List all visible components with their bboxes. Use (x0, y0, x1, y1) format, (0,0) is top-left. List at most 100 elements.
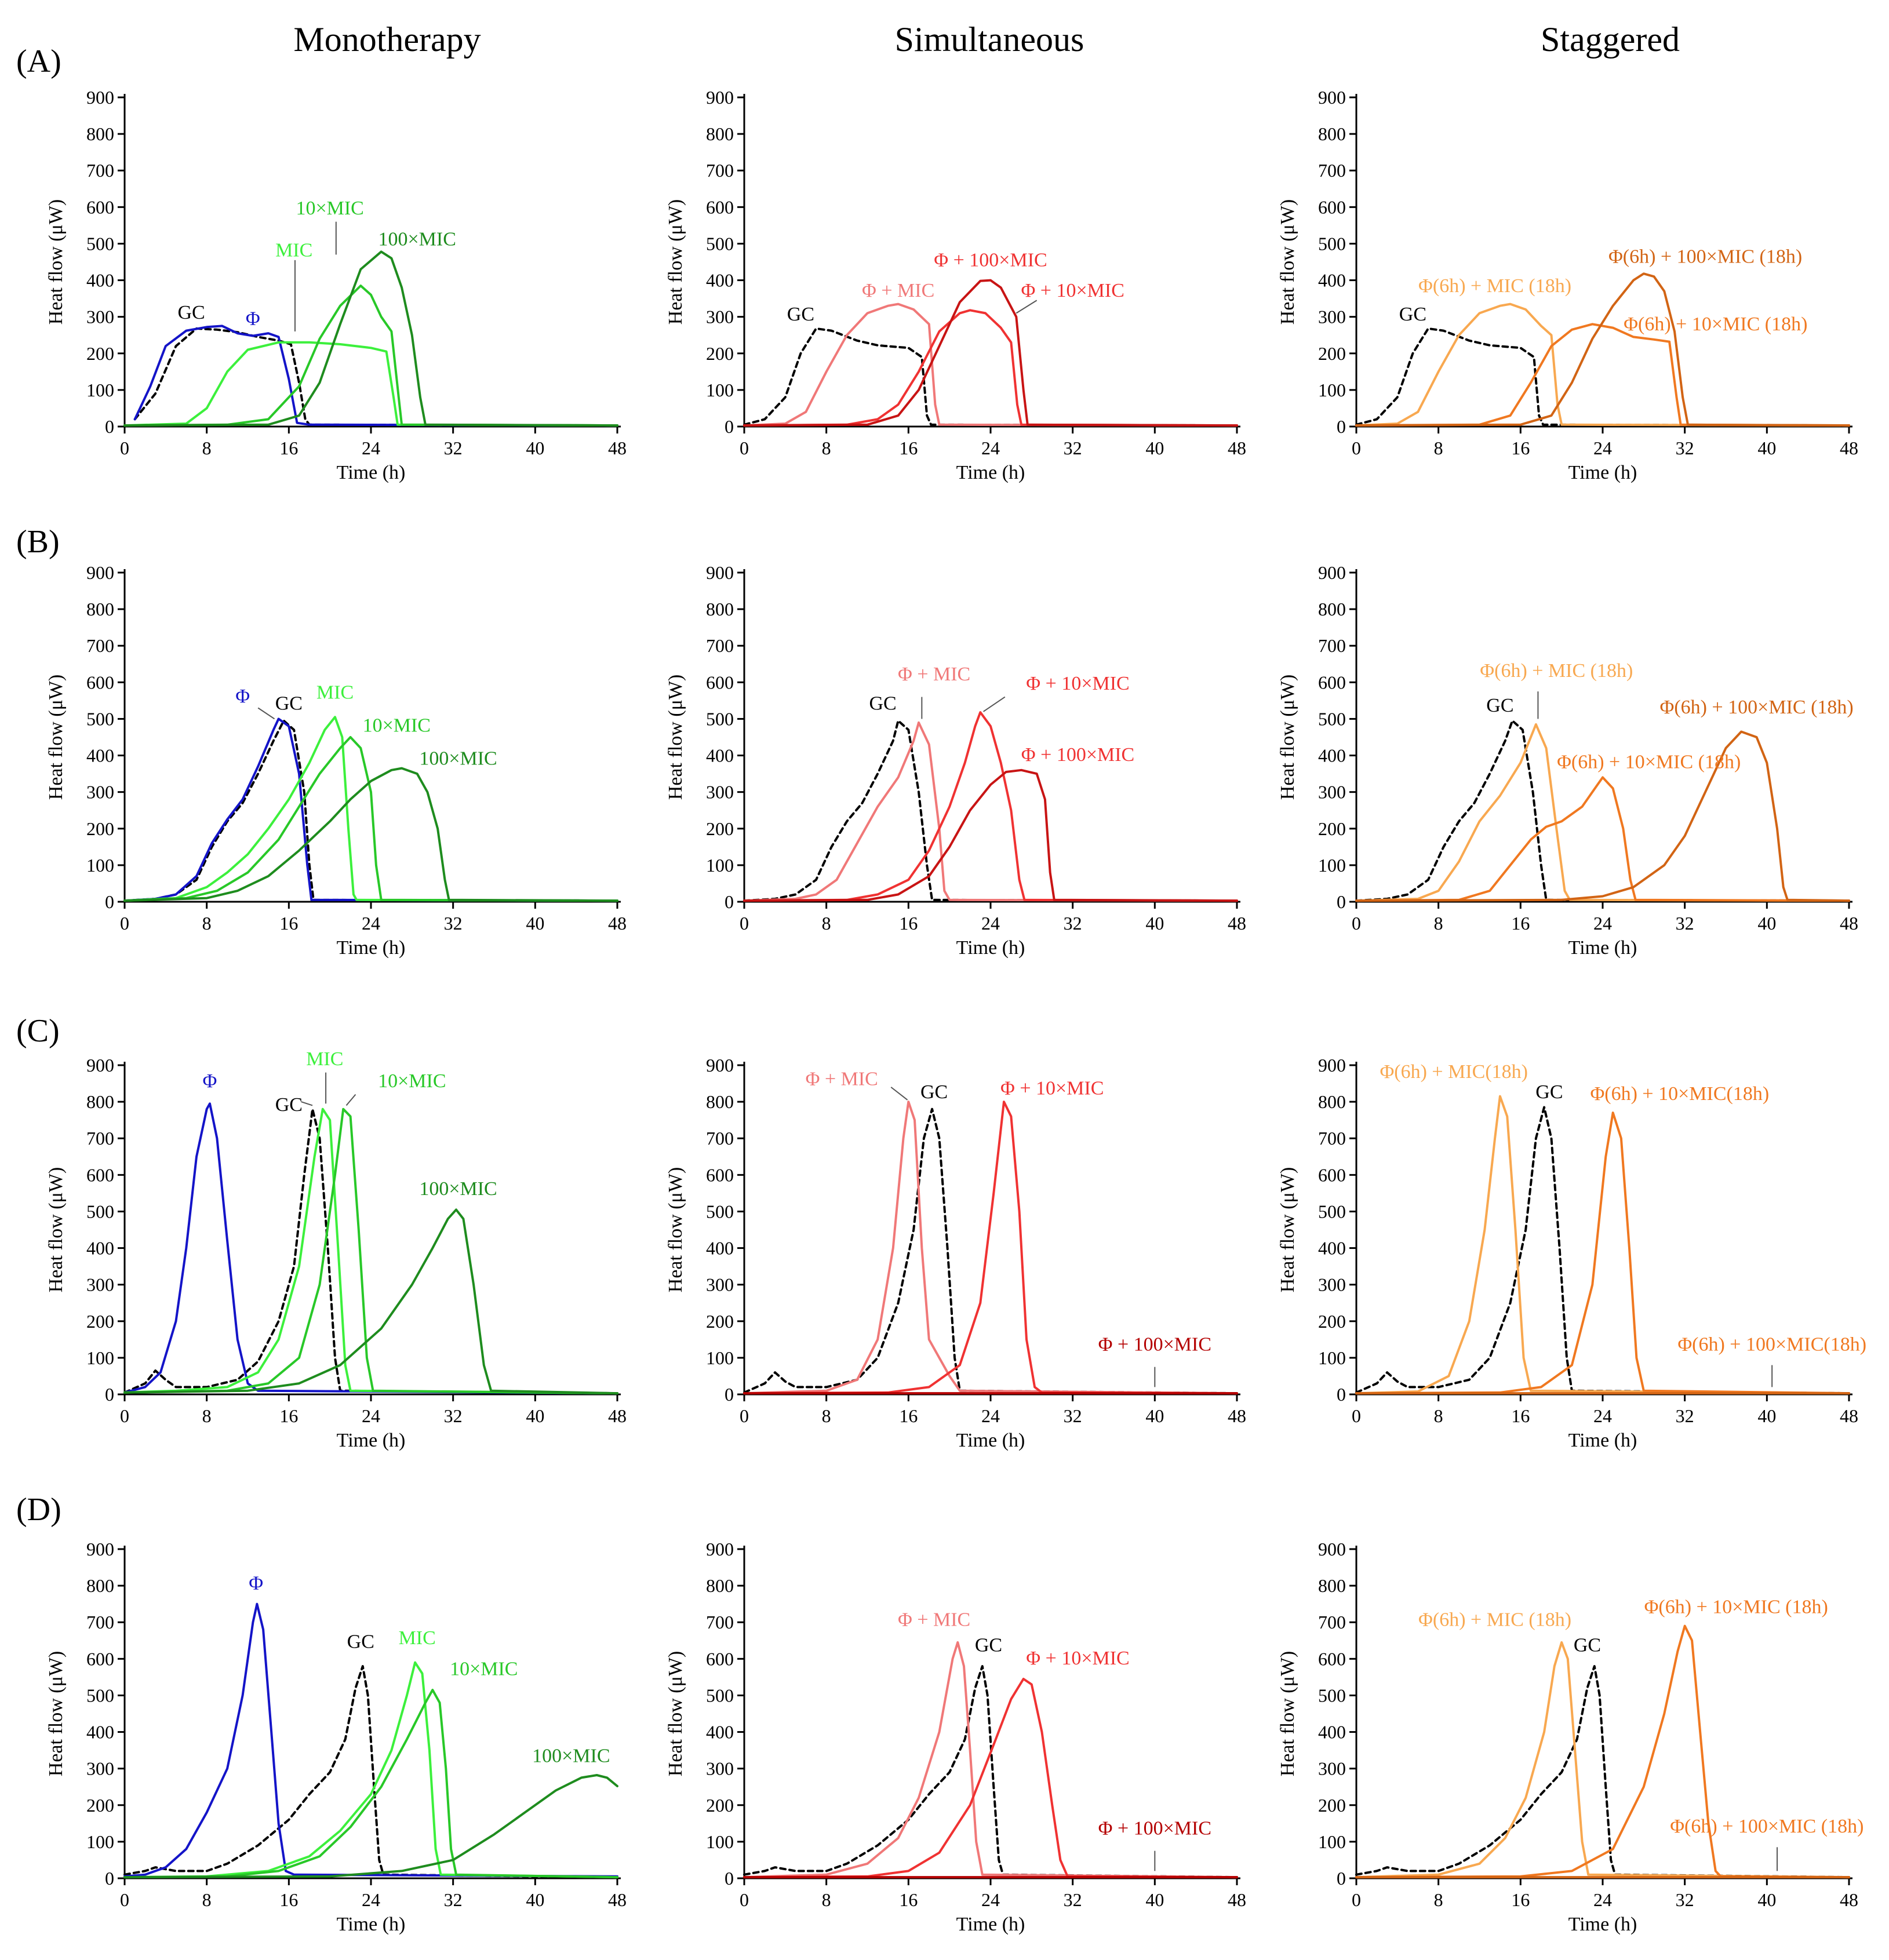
series-annotation: Φ (246, 308, 260, 330)
series-line-10-mic (123, 1107, 618, 1395)
y-tick-label: 400 (706, 270, 734, 291)
series-annotation: Φ(6h) + 10×MIC (18h) (1624, 314, 1807, 335)
y-tick-label: 0 (1337, 891, 1346, 912)
y-axis-label: Heat flow (μW) (45, 199, 67, 325)
y-tick-label: 800 (1318, 1575, 1346, 1596)
x-tick-label: 0 (120, 1889, 129, 1910)
chart-B-stag: 0 100 200 300 400 500 600 700 800 900 0 8 16 24 32 40 48… (1277, 562, 1858, 959)
y-tick-label: 600 (1318, 196, 1346, 217)
y-tick-label: 700 (86, 1612, 114, 1633)
series-line--10-mic (743, 711, 1238, 902)
series-annotation: GC (1535, 1081, 1563, 1103)
y-tick-label: 200 (706, 1795, 734, 1816)
y-tick-label: 200 (1318, 1795, 1346, 1816)
x-tick-label: 24 (362, 1889, 380, 1910)
series-line--6h-mic-18h- (1355, 1641, 1850, 1879)
x-tick-label: 0 (1352, 1889, 1361, 1910)
x-tick-label: 16 (279, 1405, 298, 1426)
x-tick-label: 40 (526, 1405, 544, 1426)
y-tick-label: 400 (706, 745, 734, 766)
y-tick-label: 800 (706, 599, 734, 620)
y-tick-label: 200 (86, 818, 114, 839)
series-line--6h-10-mic-18h- (1355, 776, 1850, 902)
series-line--6h-100-mic-18h- (1355, 272, 1850, 427)
y-tick-label: 600 (1318, 672, 1346, 693)
series-annotation: Φ + 10×MIC (1021, 280, 1124, 301)
y-tick-label: 400 (1318, 1722, 1346, 1743)
series-annotation: Φ(6h) + 100×MIC (18h) (1660, 697, 1854, 718)
x-axis-label: Time (h) (956, 1914, 1025, 1935)
annotation-leader (890, 1087, 908, 1101)
x-tick-label: 16 (1511, 1405, 1530, 1426)
series-line--6h-10-mic-18h- (1355, 323, 1850, 427)
series-line--6h-10-mic-18h- (1355, 1112, 1850, 1395)
x-tick-label: 16 (899, 438, 918, 458)
series-annotation: 100×MIC (532, 1745, 610, 1766)
x-tick-label: 24 (362, 438, 380, 458)
x-tick-label: 16 (899, 913, 918, 934)
series-annotation: GC (275, 1094, 303, 1116)
column-title-simultaneous: Simultaneous (895, 20, 1084, 59)
series-line-gc (743, 719, 1238, 902)
series-annotation: GC (869, 693, 896, 715)
y-tick-label: 500 (86, 233, 114, 254)
y-tick-label: 100 (706, 1347, 734, 1368)
x-axis-label: Time (h) (1568, 937, 1637, 959)
series-annotation: Φ(6h) + 10×MIC(18h) (1590, 1083, 1769, 1105)
y-tick-label: 500 (86, 1685, 114, 1706)
x-tick-label: 32 (1676, 913, 1694, 934)
x-axis-label: Time (h) (337, 937, 406, 959)
y-tick-label: 600 (86, 1648, 114, 1669)
y-tick-label: 100 (1318, 1831, 1346, 1852)
x-tick-label: 8 (1434, 1405, 1443, 1426)
series-line-100-mic (123, 1774, 618, 1879)
x-tick-label: 8 (822, 1405, 831, 1426)
x-tick-label: 32 (444, 1889, 463, 1910)
y-tick-label: 100 (86, 1831, 114, 1852)
y-tick-label: 900 (86, 87, 114, 108)
x-tick-label: 40 (1757, 1889, 1776, 1910)
series-annotation: GC (177, 302, 205, 323)
y-tick-label: 600 (86, 196, 114, 217)
y-axis-label: Heat flow (μW) (1277, 199, 1298, 325)
x-tick-label: 16 (899, 1889, 918, 1910)
x-tick-label: 0 (740, 1889, 749, 1910)
x-tick-label: 48 (1228, 438, 1246, 458)
y-tick-label: 200 (86, 1311, 114, 1332)
y-tick-label: 900 (1318, 562, 1346, 583)
x-tick-label: 16 (1511, 438, 1530, 458)
y-tick-label: 0 (1337, 416, 1346, 437)
series-annotation: Φ + 10×MIC (1026, 1648, 1129, 1669)
x-axis-label: Time (h) (337, 1430, 406, 1451)
series-line--10-mic (743, 1101, 1238, 1395)
y-tick-label: 900 (86, 1055, 114, 1076)
series-line-100-mic (123, 250, 618, 427)
x-tick-label: 32 (444, 1405, 463, 1426)
chart-A-stag: 0 100 200 300 400 500 600 700 800 900 0 8 16 24 32 40 48… (1277, 87, 1858, 483)
y-tick-label: 0 (105, 416, 114, 437)
y-tick-label: 500 (706, 708, 734, 729)
y-tick-label: 700 (706, 1128, 734, 1149)
series-annotation: MIC (316, 682, 354, 704)
x-tick-label: 24 (362, 1405, 380, 1426)
x-tick-label: 40 (1145, 1889, 1164, 1910)
x-tick-label: 40 (1757, 1405, 1776, 1426)
chart-C-stag: 0 100 200 300 400 500 600 700 800 900 0 8 16 24 32 40 48… (1277, 1055, 1866, 1451)
annotation-leader (345, 1094, 356, 1106)
y-tick-label: 300 (1318, 1758, 1346, 1779)
series-annotation: Φ + 100×MIC (1021, 744, 1134, 766)
y-tick-label: 900 (706, 1539, 734, 1560)
series-line--mic (743, 303, 1238, 427)
y-tick-label: 500 (1318, 708, 1346, 729)
series-line-gc (1355, 1665, 1850, 1879)
x-tick-label: 48 (608, 913, 627, 934)
x-tick-label: 8 (202, 1889, 212, 1910)
series-annotation: GC (1399, 304, 1426, 325)
y-tick-label: 100 (86, 380, 114, 400)
y-tick-label: 300 (86, 782, 114, 803)
x-tick-label: 8 (202, 913, 212, 934)
x-tick-label: 0 (1352, 913, 1361, 934)
y-tick-label: 100 (706, 855, 734, 876)
y-tick-label: 400 (1318, 270, 1346, 291)
y-tick-label: 800 (706, 1091, 734, 1112)
